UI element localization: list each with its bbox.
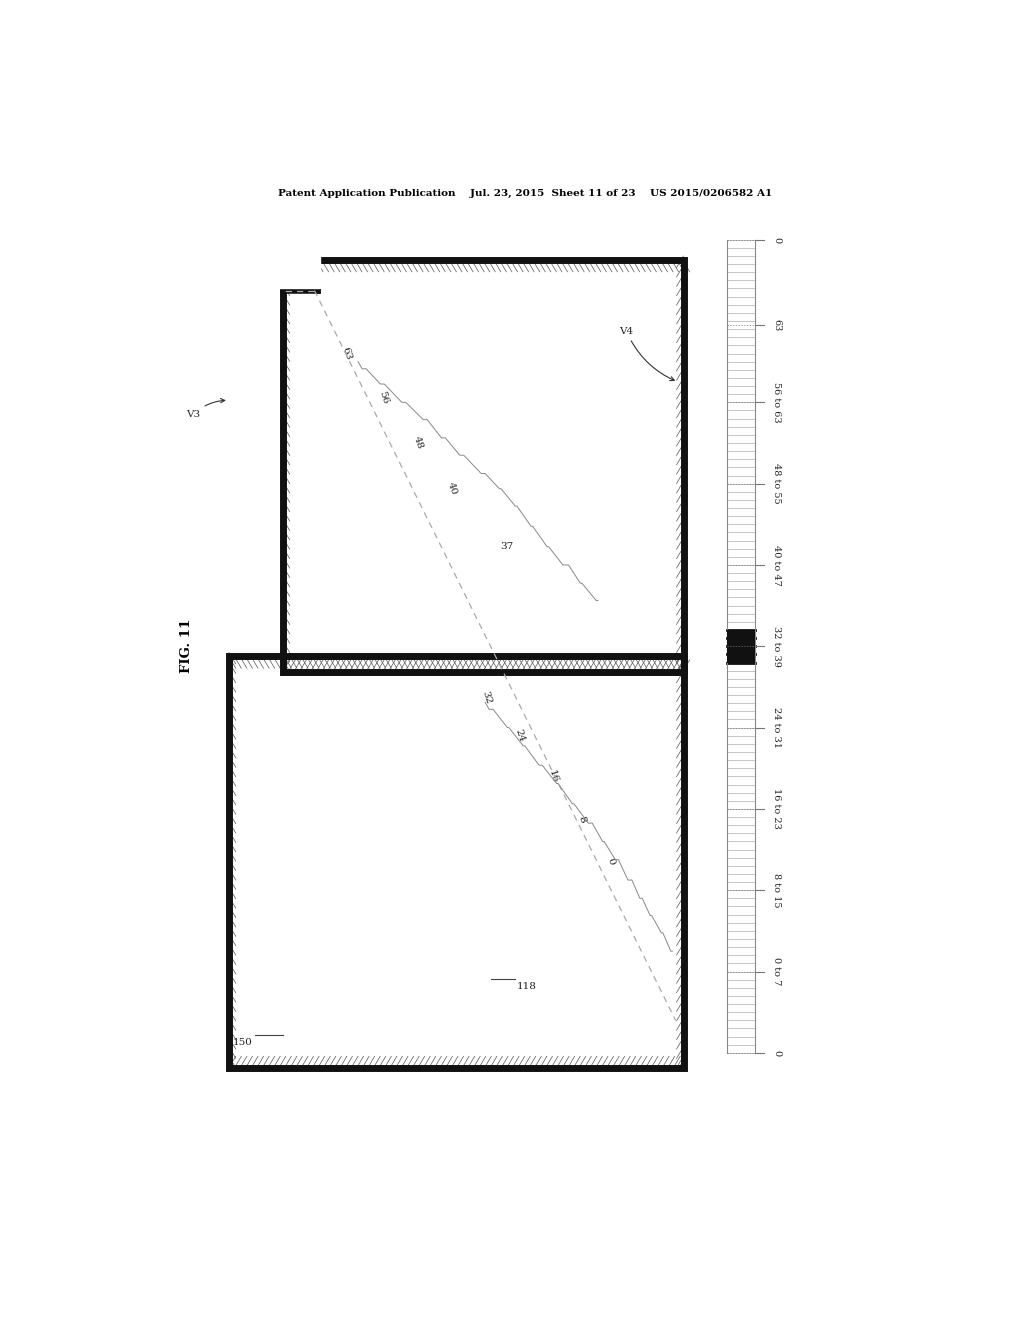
Text: 16: 16 [547, 768, 560, 784]
Text: 40 to 47: 40 to 47 [772, 545, 781, 585]
Text: 0: 0 [772, 236, 781, 243]
Bar [727, 630, 755, 663]
Text: 32 to 39: 32 to 39 [772, 626, 781, 667]
Text: 150: 150 [232, 1038, 253, 1047]
Text: 63: 63 [772, 319, 781, 331]
Text: 24 to 31: 24 to 31 [772, 708, 781, 748]
Text: 24: 24 [514, 729, 526, 743]
Text: 48: 48 [412, 436, 424, 450]
Text: 0: 0 [772, 1049, 781, 1056]
Text: 56 to 63: 56 to 63 [772, 381, 781, 422]
Text: 8 to 15: 8 to 15 [772, 873, 781, 907]
Text: V4: V4 [620, 326, 674, 380]
Text: V3: V3 [186, 399, 225, 418]
Text: 32: 32 [480, 689, 493, 705]
Text: 118: 118 [517, 982, 537, 991]
Text: 40: 40 [445, 480, 458, 496]
Text: 0: 0 [605, 857, 615, 866]
Text: 48 to 55: 48 to 55 [772, 463, 781, 504]
Text: FIG. 11: FIG. 11 [179, 619, 193, 673]
Text: 56: 56 [377, 389, 390, 405]
Text: 0 to 7: 0 to 7 [772, 957, 781, 986]
Text: 8: 8 [577, 814, 587, 824]
Text: 16 to 23: 16 to 23 [772, 788, 781, 829]
Polygon shape [274, 249, 321, 289]
Text: Patent Application Publication    Jul. 23, 2015  Sheet 11 of 23    US 2015/02065: Patent Application Publication Jul. 23, … [278, 189, 772, 198]
Text: 63: 63 [341, 346, 353, 362]
Text: 37: 37 [501, 543, 514, 552]
